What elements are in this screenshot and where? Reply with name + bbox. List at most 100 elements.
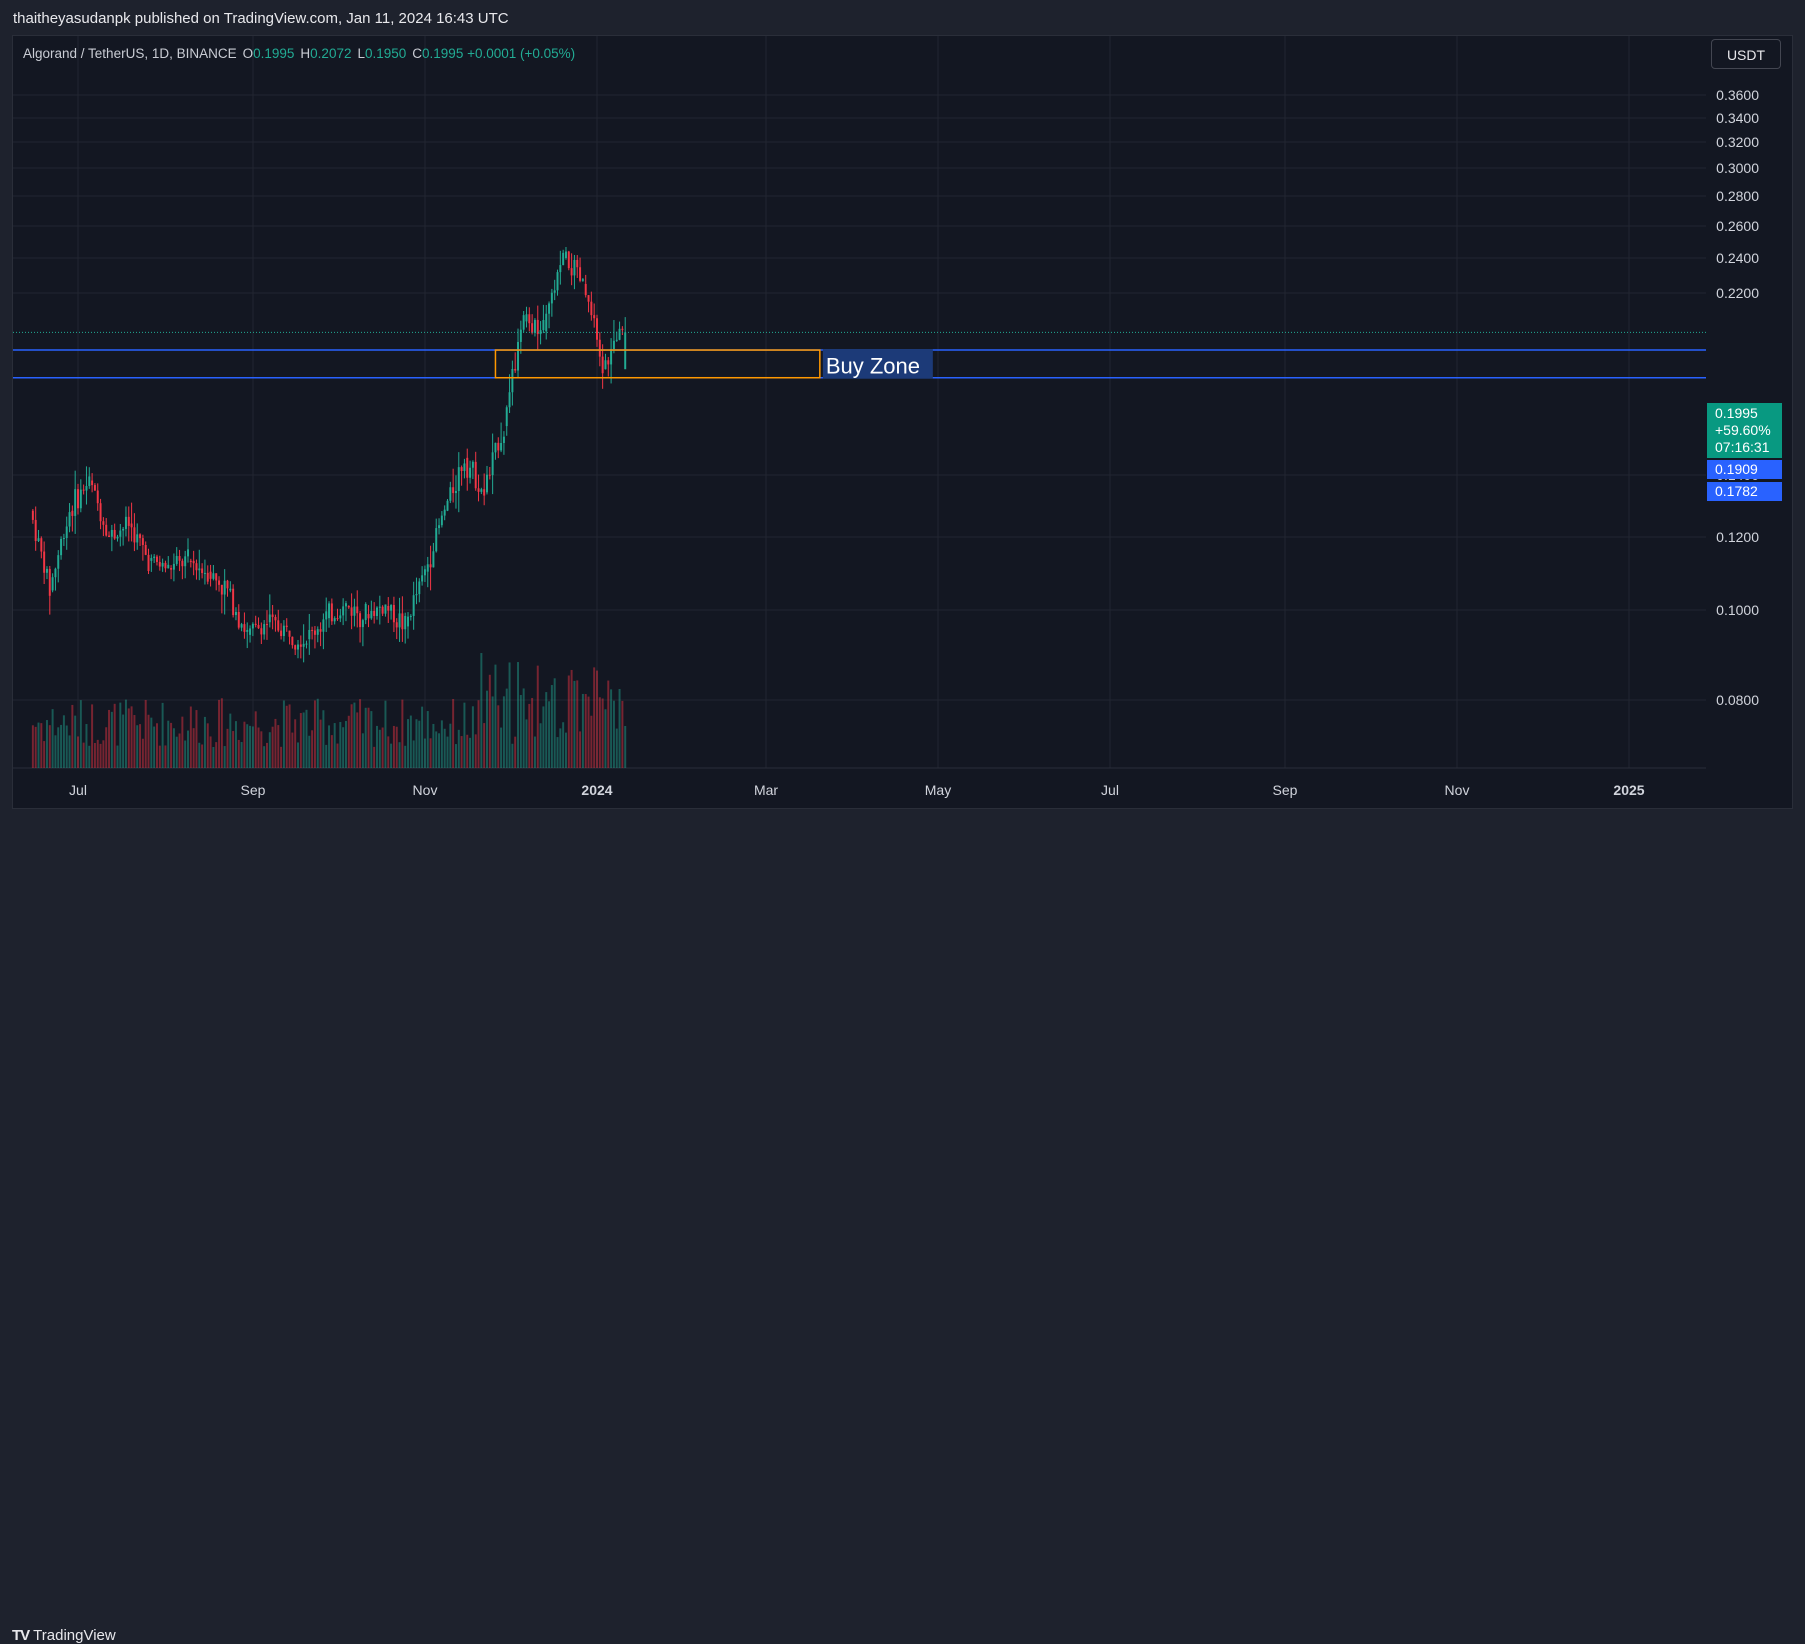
candle-body [223,580,226,595]
volume-bar [612,700,615,768]
volume-bar [88,745,91,768]
volume-bar [181,716,184,768]
y-tick-label: 0.2400 [1716,250,1759,266]
tradingview-logo[interactable]: TV TradingView [12,1627,116,1644]
volume-bar [423,738,426,768]
volume-bar [429,738,432,768]
publish-attribution: thaitheyasudanpk published on TradingVie… [13,10,509,27]
volume-bar [618,688,621,768]
last-price-tag: 0.1995 +59.60% 07:16:31 [1707,403,1782,458]
y-tick-label: 0.0800 [1716,692,1759,708]
candle-body [282,625,285,637]
candle-body [421,575,424,582]
candle-body [271,614,274,617]
volume-bar [347,715,350,768]
volume-bar [246,724,249,768]
candle-body [370,610,373,619]
candle-body [519,329,522,342]
volume-bar [550,685,553,768]
volume-bar [319,719,322,768]
last-change: +59.60% [1715,422,1771,438]
candle-body [590,301,593,316]
candle-body [110,529,113,537]
volume-bar [285,705,288,768]
volume-bar [144,699,147,768]
volume-bar [381,727,384,768]
candle-body [62,538,65,540]
volume-bar [508,662,511,768]
volume-bar [57,727,60,768]
volume-bar [443,728,446,768]
candle-body [237,611,240,628]
volume-bar [37,722,40,768]
candle-body [342,606,345,616]
volume-bar [463,702,466,768]
candle-body [387,605,390,611]
volume-bar [570,669,573,768]
candle-body [37,538,40,542]
y-tick-label: 0.0600 [1716,807,1759,808]
volume-bar [187,730,189,768]
volume-bar [172,728,175,768]
volume-bar [353,702,356,768]
volume-bar [539,723,542,768]
candle-body [311,629,314,631]
volume-bar [415,719,418,768]
candle-body [108,535,111,537]
candle-body [299,644,302,647]
volume-bar [398,742,401,768]
candle-body [469,467,472,478]
volume-bar [215,742,218,768]
candle-body [144,544,147,555]
volume-bar [313,700,316,768]
volume-bar [564,732,567,768]
candle-body [68,512,71,527]
candle-body [536,319,539,335]
volume-bar [556,737,559,768]
candle-body [158,561,161,567]
candle-body [344,603,347,607]
candle-body [587,295,590,302]
candle-body [471,461,474,468]
volume-bar [440,720,443,768]
volume-bar [596,670,598,768]
volume-bar [542,706,545,768]
currency-button[interactable]: USDT [1711,39,1781,69]
volume-bar [336,743,339,768]
volume-bar [610,689,613,768]
volume-bar [40,723,43,768]
volume-bar [545,692,548,768]
volume-bar [237,739,240,768]
x-tick-label: Nov [413,782,438,798]
candle-body [102,521,105,525]
bar-countdown: 07:16:31 [1715,439,1770,455]
x-tick-label: Jul [1101,782,1119,798]
price-chart[interactable]: Buy Zone 0.3600 0.3400 0.3200 0.3000 0.2800 0… [0,0,1805,808]
volume-bar [576,680,579,768]
volume-bar [494,664,497,768]
volume-bar [359,699,362,768]
volume-bar [567,675,570,768]
volume-bar [519,694,522,768]
volume-bar [60,724,63,768]
volume-bar [265,742,268,768]
candle-body [404,615,407,630]
line-price-tag-lower: 0.1782 [1707,482,1782,501]
candle-body [429,564,432,568]
candle-body [99,503,102,522]
candle-body [155,556,158,562]
chart-frame[interactable] [12,35,1793,809]
volume-bar [452,699,455,768]
volume-bar [505,688,508,768]
volume-bar [54,735,57,768]
time-axis[interactable]: Jul Sep Nov 2024 Mar May Jul Sep Nov 2025 [69,782,1645,798]
candle-body [294,645,297,650]
candle-body [488,474,491,476]
overlays: Buy Zone [13,331,1706,379]
volume-bar [432,723,435,768]
volume-bar [124,699,127,768]
volume-bar [130,706,133,768]
volume-bar [559,728,562,768]
volume-bar [387,736,390,768]
volume-bar [587,696,590,768]
